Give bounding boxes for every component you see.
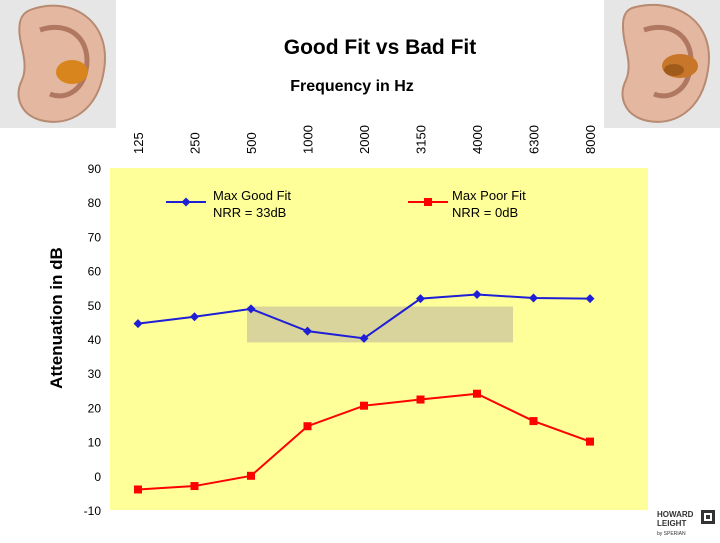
- legend-label: NRR = 33dB: [213, 205, 286, 220]
- y-tick-label: 60: [88, 265, 102, 279]
- x-tick-label: 250: [188, 132, 203, 154]
- legend-marker: [181, 197, 191, 207]
- y-tick-label: 90: [88, 162, 102, 176]
- data-point-poor-fit: [529, 417, 538, 426]
- data-point-good-fit: [585, 294, 595, 304]
- data-point-poor-fit: [416, 395, 425, 404]
- y-tick-label: 40: [88, 333, 102, 347]
- data-point-good-fit: [529, 293, 538, 303]
- highlight-band: [247, 306, 513, 343]
- x-tick-label: 500: [244, 132, 259, 154]
- data-point-poor-fit: [303, 422, 312, 431]
- y-tick-label: 20: [88, 401, 102, 415]
- x-tick-label: 8000: [583, 125, 598, 154]
- y-tick-label: 30: [88, 367, 102, 381]
- ear-image-left: [0, 0, 116, 128]
- y-tick-label: 10: [88, 436, 102, 450]
- x-tick-label: 3150: [414, 125, 429, 154]
- data-point-good-fit: [416, 294, 425, 304]
- data-point-poor-fit: [247, 471, 255, 480]
- data-point-good-fit: [133, 319, 143, 329]
- data-point-good-fit: [246, 304, 256, 314]
- y-tick-label: -10: [84, 504, 102, 518]
- data-point-poor-fit: [190, 482, 199, 491]
- ear-image-right: [604, 0, 720, 128]
- data-point-poor-fit: [586, 437, 594, 446]
- logo-sub: by SPERIAN: [657, 531, 686, 537]
- x-tick-label: 6300: [527, 125, 542, 154]
- data-point-good-fit: [303, 326, 312, 336]
- howard-leight-logo: HOWARD LEIGHT by SPERIAN: [657, 508, 717, 538]
- legend-label: NRR = 0dB: [452, 205, 518, 220]
- legend-label: Max Poor Fit: [452, 188, 526, 203]
- data-point-poor-fit: [360, 401, 368, 410]
- x-tick-label: 1000: [301, 125, 316, 154]
- y-axis-label: Attenuation in dB: [47, 247, 66, 389]
- data-point-good-fit: [190, 312, 199, 322]
- x-tick-label: 125: [131, 132, 146, 154]
- data-point-good-fit: [359, 333, 369, 343]
- data-point-poor-fit: [473, 389, 481, 398]
- x-tick-label: 4000: [470, 125, 485, 154]
- legend-label: Max Good Fit: [213, 188, 291, 203]
- chart-title: Good Fit vs Bad Fit: [284, 36, 477, 59]
- data-point-poor-fit: [134, 485, 142, 494]
- y-tick-label: 80: [88, 196, 102, 210]
- x-tick-label: 2000: [357, 125, 372, 154]
- data-point-good-fit: [472, 290, 482, 300]
- logo-line-2: LEIGHT: [657, 519, 687, 528]
- y-tick-label: 50: [88, 299, 102, 313]
- x-axis-label: Frequency in Hz: [290, 78, 414, 95]
- y-tick-label: 0: [94, 470, 101, 484]
- logo-line-1: HOWARD: [657, 510, 694, 519]
- y-tick-label: 70: [88, 230, 102, 244]
- legend-marker: [424, 198, 432, 206]
